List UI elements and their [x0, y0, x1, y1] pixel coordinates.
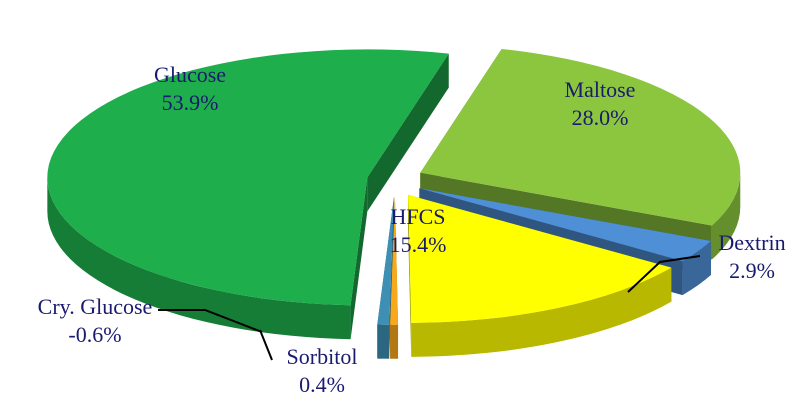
slice	[47, 49, 449, 306]
slice-wall	[682, 241, 711, 296]
slice-value: -0.6%	[68, 322, 121, 347]
leader-line	[259, 329, 273, 361]
slice	[408, 194, 672, 323]
slice-wall	[47, 177, 351, 340]
slice-label: Cry. Glucose	[38, 294, 153, 319]
slice	[420, 48, 741, 226]
slice-value: 0.4%	[299, 372, 345, 397]
slice-value: 15.4%	[390, 232, 447, 257]
slice-value: 53.9%	[162, 90, 219, 115]
leader-line	[627, 255, 701, 293]
labels: Glucose 53.9% Maltose 28.0% Dextrin 2.9% HFCS 1…	[38, 62, 786, 397]
slice-label: Maltose	[565, 77, 636, 102]
slice-side	[367, 53, 449, 212]
slice	[377, 196, 395, 325]
slice	[390, 196, 399, 325]
slice-value: 28.0%	[572, 105, 629, 130]
slice-label: Sorbitol	[287, 344, 358, 369]
slice-label: Dextrin	[718, 230, 785, 255]
slice-value: 2.9%	[729, 258, 775, 283]
slice-side	[408, 194, 412, 357]
slice-label: Glucose	[154, 62, 226, 87]
pie	[47, 48, 741, 359]
leader-line	[158, 309, 263, 333]
slice	[419, 188, 711, 262]
slice-wall	[377, 324, 390, 359]
slice-label: HFCS	[390, 204, 445, 229]
slice-side	[350, 177, 368, 340]
slice-wall	[411, 267, 672, 357]
slice-wall	[390, 324, 399, 359]
slice-wall	[711, 172, 741, 260]
